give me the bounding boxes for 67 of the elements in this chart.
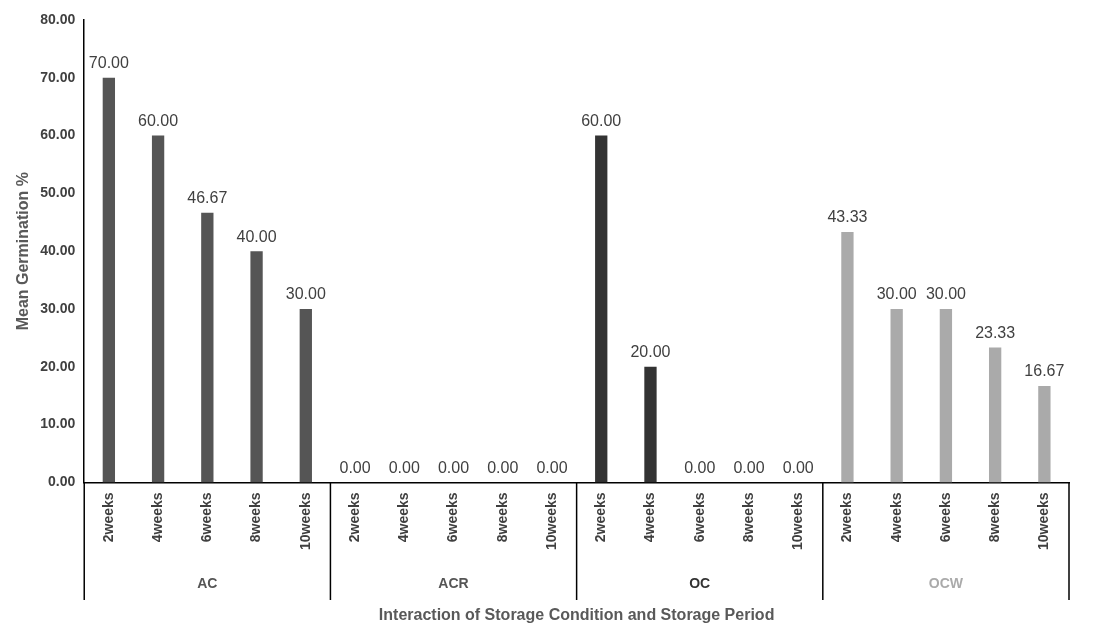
bar	[841, 231, 854, 483]
text: OCW	[928, 574, 964, 591]
data-label: 43.33	[827, 208, 868, 226]
x-tick-label: 10weeks	[789, 492, 806, 550]
x-tick-label: 4weeks	[887, 492, 904, 543]
y-tick-label: 0.00	[47, 473, 76, 490]
x-tick-label: 10weeks	[1035, 492, 1052, 550]
data-label: 0.00	[782, 458, 814, 476]
y-tick-label: 50.00	[40, 184, 76, 201]
bar	[250, 251, 263, 483]
y-tick-label: 20.00	[40, 357, 76, 374]
data-label: 0.00	[339, 458, 371, 476]
x-tick-label: 4weeks	[148, 492, 165, 543]
bar	[644, 366, 657, 483]
x-tick-label: 10weeks	[296, 492, 313, 550]
data-label: 0.00	[388, 458, 420, 476]
x-tick-label: 8weeks	[493, 492, 510, 543]
x-tick-label: 6weeks	[690, 492, 707, 543]
x-tick-label: 8weeks	[247, 492, 264, 543]
legend-label: ACR	[438, 574, 469, 591]
data-label: 30.00	[285, 285, 326, 303]
bar	[890, 309, 903, 483]
text: OC	[689, 574, 711, 591]
x-tick-label: 6weeks	[936, 492, 953, 543]
y-tick-label: 40.00	[40, 242, 76, 259]
data-label: 0.00	[536, 458, 568, 476]
bar	[988, 347, 1002, 483]
data-label: 0.00	[437, 458, 470, 476]
x-tick-label: 8weeks	[739, 492, 756, 543]
y-tick-label: 60.00	[40, 126, 76, 143]
data-label: 23.33	[975, 323, 1016, 341]
x-axis-title: Interaction of Storage Condition and Storage Period	[378, 606, 775, 624]
data-label: 0.00	[733, 458, 765, 476]
y-tick-label: 10.00	[40, 415, 76, 432]
x-tick-label: 2weeks	[838, 492, 855, 543]
x-tick-label: 2weeks	[345, 492, 362, 543]
data-label: 0.00	[684, 458, 716, 476]
data-label: 16.67	[1024, 362, 1065, 380]
y-tick-label: 80.00	[40, 10, 76, 27]
bar	[299, 309, 312, 483]
x-tick-label: 2weeks	[99, 492, 116, 543]
y-tick-label: 30.00	[40, 299, 76, 316]
data-label: 30.00	[876, 285, 917, 303]
y-tick-label: 70.00	[40, 68, 76, 85]
data-label: 46.67	[187, 189, 228, 207]
x-tick-label: 2weeks	[592, 492, 609, 543]
data-label: 60.00	[138, 112, 179, 129]
x-tick-label: 6weeks	[198, 492, 215, 543]
data-label: 70.00	[88, 54, 129, 72]
x-tick-label: 4weeks	[641, 492, 658, 543]
bar	[151, 135, 165, 483]
bar	[102, 77, 116, 483]
bar	[201, 212, 214, 483]
data-label: 60.00	[581, 112, 622, 129]
bar	[595, 135, 608, 483]
data-label: 30.00	[925, 285, 967, 303]
x-tick-label: 8weeks	[986, 492, 1002, 543]
x-tick-label: 6weeks	[444, 492, 461, 543]
y-axis-title: Mean Germination %	[14, 172, 32, 331]
data-label: 40.00	[236, 227, 277, 245]
bar	[939, 309, 953, 483]
data-label: 0.00	[487, 458, 519, 476]
bar	[1038, 386, 1051, 483]
x-tick-label: 4weeks	[395, 492, 412, 543]
data-label: 20.00	[630, 343, 671, 361]
x-tick-label: 10weeks	[542, 492, 559, 550]
text: AC	[197, 574, 218, 591]
